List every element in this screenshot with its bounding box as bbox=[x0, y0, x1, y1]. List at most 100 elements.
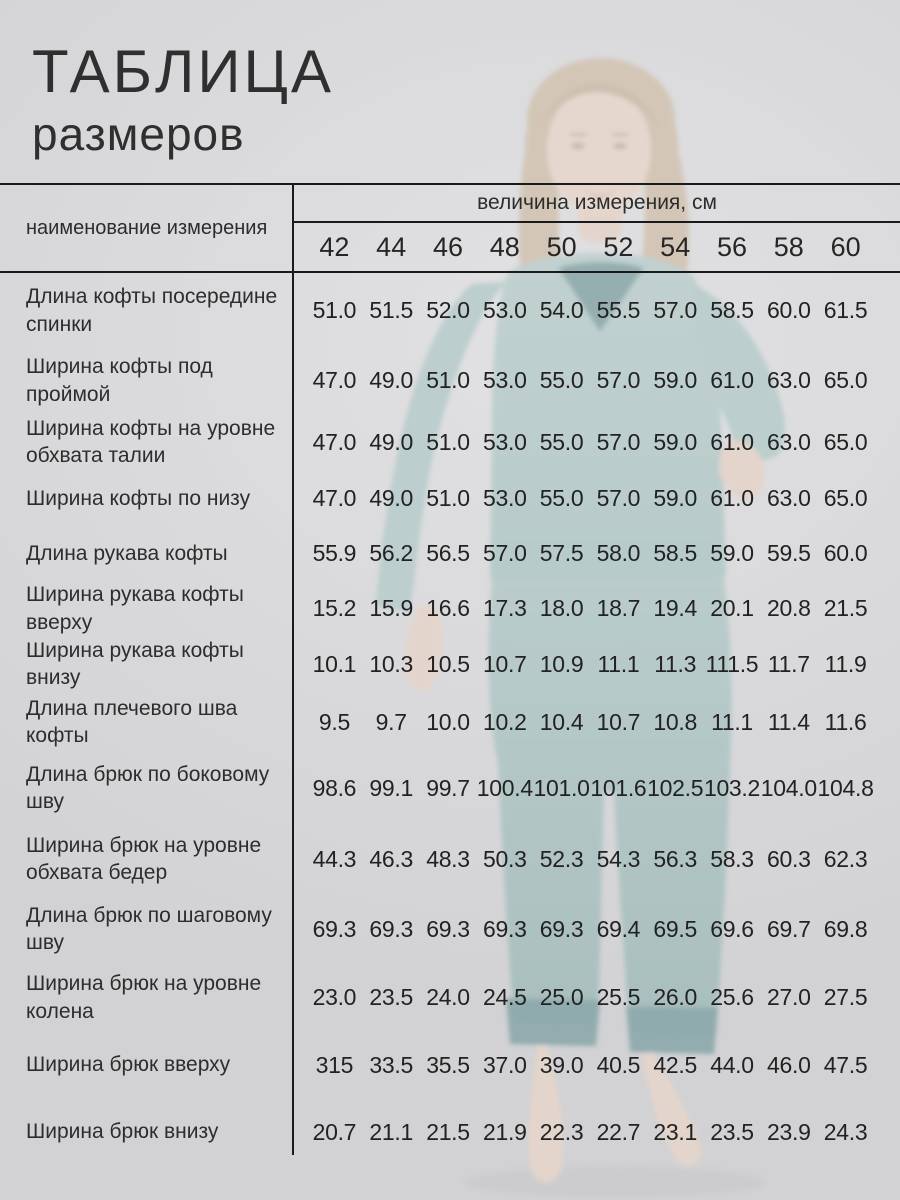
table-rows: Длина кофты посередине спинки 51.0 51.5 52.… bbox=[0, 273, 900, 1165]
value-cell: 53.0 bbox=[483, 485, 527, 511]
title-block: ТАБЛИЦА размеров bbox=[32, 40, 334, 157]
value-cell: 25.5 bbox=[596, 984, 641, 1010]
value-cell: 63.0 bbox=[767, 428, 811, 455]
row-values: 44.3 46.3 48.3 50.3 52.3 54.3 56.3 58.3 60.3 62.3 bbox=[294, 824, 900, 894]
row-label: Длина плечевого шва кофты bbox=[26, 696, 238, 747]
value-cell: 18.7 bbox=[596, 595, 641, 621]
value-cell: 69.6 bbox=[710, 915, 754, 942]
value-cell: 57.0 bbox=[653, 297, 697, 323]
table-border-top bbox=[0, 183, 900, 185]
value-cell: 69.8 bbox=[823, 915, 868, 942]
value-cell: 69.3 bbox=[369, 915, 413, 942]
row-label: Ширина брюк вверху bbox=[26, 1053, 231, 1077]
value-cell: 69.7 bbox=[767, 915, 811, 942]
value-cell: 35.5 bbox=[426, 1051, 470, 1078]
value-cell: 57.0 bbox=[596, 367, 641, 393]
table-row: Ширина кофты на уровне обхвата талии 47.0… bbox=[0, 413, 900, 471]
value-cell: 57.0 bbox=[596, 485, 641, 511]
row-values: 51.0 51.5 52.0 53.0 54.0 55.5 57.0 58.5 60.0 61.5 bbox=[294, 273, 900, 348]
size-col-48: 48 bbox=[489, 231, 520, 262]
value-cell: 54.0 bbox=[539, 297, 584, 323]
row-values: 47.0 49.0 51.0 53.0 55.0 57.0 59.0 61.0 63.0 65.0 bbox=[294, 471, 900, 526]
table-row: Ширина рукава кофты вверху 15.2 15.9 16.6 17… bbox=[0, 581, 900, 636]
row-values: 98.6 99.1 99.7 100.4 101.0 101.6 102.5 103.2 104… bbox=[294, 752, 900, 824]
value-cell: 51.5 bbox=[369, 297, 413, 323]
row-label: Ширина брюк на уровне обхвата бедер bbox=[26, 833, 262, 884]
row-values: 69.3 69.3 69.3 69.3 69.3 69.4 69.5 69.6 69.7 69.8 bbox=[294, 894, 900, 964]
value-cell: 11.6 bbox=[824, 708, 867, 735]
value-cell: 27.5 bbox=[823, 984, 868, 1010]
value-cell: 69.3 bbox=[312, 915, 357, 942]
value-cell: 54.3 bbox=[596, 845, 641, 872]
value-cell: 18.0 bbox=[539, 595, 584, 621]
value-cell: 103.2 bbox=[703, 774, 761, 801]
value-cell: 24.5 bbox=[483, 984, 527, 1010]
value-cell: 37.0 bbox=[483, 1051, 527, 1078]
value-cell: 69.3 bbox=[483, 915, 527, 942]
value-cell: 104.8 bbox=[817, 774, 874, 801]
value-cell: 53.0 bbox=[483, 367, 527, 393]
value-cell: 61.0 bbox=[710, 485, 754, 511]
row-values: 15.2 15.9 16.6 17.3 18.0 18.7 19.4 20.1 20.8 21.5 bbox=[294, 581, 900, 636]
value-cell: 51.0 bbox=[426, 367, 470, 393]
size-col-50: 50 bbox=[546, 231, 577, 262]
table-row: Длина брюк по шаговому шву 69.3 69.3 69.3 69… bbox=[0, 894, 900, 964]
value-cell: 69.5 bbox=[653, 915, 697, 942]
value-cell: 46.0 bbox=[767, 1051, 811, 1078]
value-cell: 57.0 bbox=[596, 428, 641, 455]
size-col-56: 56 bbox=[716, 231, 748, 262]
value-cell: 22.3 bbox=[539, 1118, 584, 1145]
table-row: Длина кофты посередине спинки 51.0 51.5 52.… bbox=[0, 273, 900, 348]
value-cell: 42.5 bbox=[653, 1051, 697, 1078]
sizes-row: 42 44 46 48 50 52 54 56 58 60 bbox=[294, 223, 900, 271]
value-cell: 15.9 bbox=[369, 595, 413, 621]
value-cell: 10.4 bbox=[539, 708, 584, 735]
value-cell: 49.0 bbox=[369, 428, 413, 455]
value-cell: 52.0 bbox=[426, 297, 470, 323]
value-cell: 65.0 bbox=[823, 367, 868, 393]
value-cell: 10.5 bbox=[426, 650, 470, 677]
value-cell: 61.0 bbox=[710, 367, 754, 393]
value-cell: 48.3 bbox=[426, 845, 470, 872]
value-cell: 51.0 bbox=[426, 485, 470, 511]
size-col-54: 54 bbox=[660, 231, 691, 262]
value-cell: 10.7 bbox=[483, 650, 527, 677]
row-values: 55.9 56.2 56.5 57.0 57.5 58.0 58.5 59.0 59.5 60.0 bbox=[294, 526, 900, 581]
value-cell: 58.3 bbox=[710, 845, 754, 872]
value-cell: 19.4 bbox=[653, 595, 697, 621]
value-cell: 101.0 bbox=[533, 774, 590, 801]
value-cell: 56.5 bbox=[426, 540, 470, 566]
value-cell: 47.0 bbox=[312, 428, 357, 455]
table-row: Ширина брюк вверху 315 33.5 35.5 37.0 39.0 40.… bbox=[0, 1031, 900, 1099]
value-cell: 27.0 bbox=[767, 984, 811, 1010]
value-cell: 102.5 bbox=[647, 774, 704, 801]
value-cell: 65.0 bbox=[823, 485, 868, 511]
value-cell: 60.3 bbox=[767, 845, 811, 872]
value-cell: 26.0 bbox=[653, 984, 697, 1010]
value-cell: 16.6 bbox=[426, 595, 470, 621]
value-cell: 69.3 bbox=[539, 915, 584, 942]
value-cell: 10.2 bbox=[483, 708, 527, 735]
row-label: Ширина брюк внизу bbox=[26, 1120, 219, 1144]
table-row: Ширина брюк на уровне колена 23.0 23.5 24.0… bbox=[0, 964, 900, 1031]
row-values: 9.5 9.7 10.0 10.2 10.4 10.7 10.8 11.1 11.4 11.6 bbox=[294, 692, 900, 752]
value-cell: 21.9 bbox=[483, 1118, 527, 1145]
value-cell: 101.6 bbox=[590, 774, 647, 801]
value-cell: 20.7 bbox=[312, 1118, 357, 1145]
value-cell: 51.0 bbox=[426, 428, 470, 455]
value-cell: 11.7 bbox=[767, 650, 810, 677]
row-label: Ширина кофты под проймой bbox=[26, 355, 213, 406]
row-label: Длина брюк по шаговому шву bbox=[26, 903, 272, 954]
value-cell: 57.5 bbox=[539, 540, 584, 566]
row-values: 315 33.5 35.5 37.0 39.0 40.5 42.5 44.0 46.0 47.5 bbox=[294, 1031, 900, 1099]
row-label: Ширина рукава кофты внизу bbox=[26, 638, 244, 689]
value-cell: 44.3 bbox=[312, 845, 357, 872]
value-cell: 100.4 bbox=[476, 774, 533, 801]
table-row: Ширина брюк на уровне обхвата бедер 44.3 4… bbox=[0, 824, 900, 894]
value-cell: 47.0 bbox=[312, 367, 357, 393]
value-cell: 11.4 bbox=[767, 708, 810, 735]
value-cell: 10.0 bbox=[426, 708, 470, 735]
table-border-header-bottom bbox=[0, 271, 900, 273]
value-cell: 21.5 bbox=[426, 1118, 470, 1145]
